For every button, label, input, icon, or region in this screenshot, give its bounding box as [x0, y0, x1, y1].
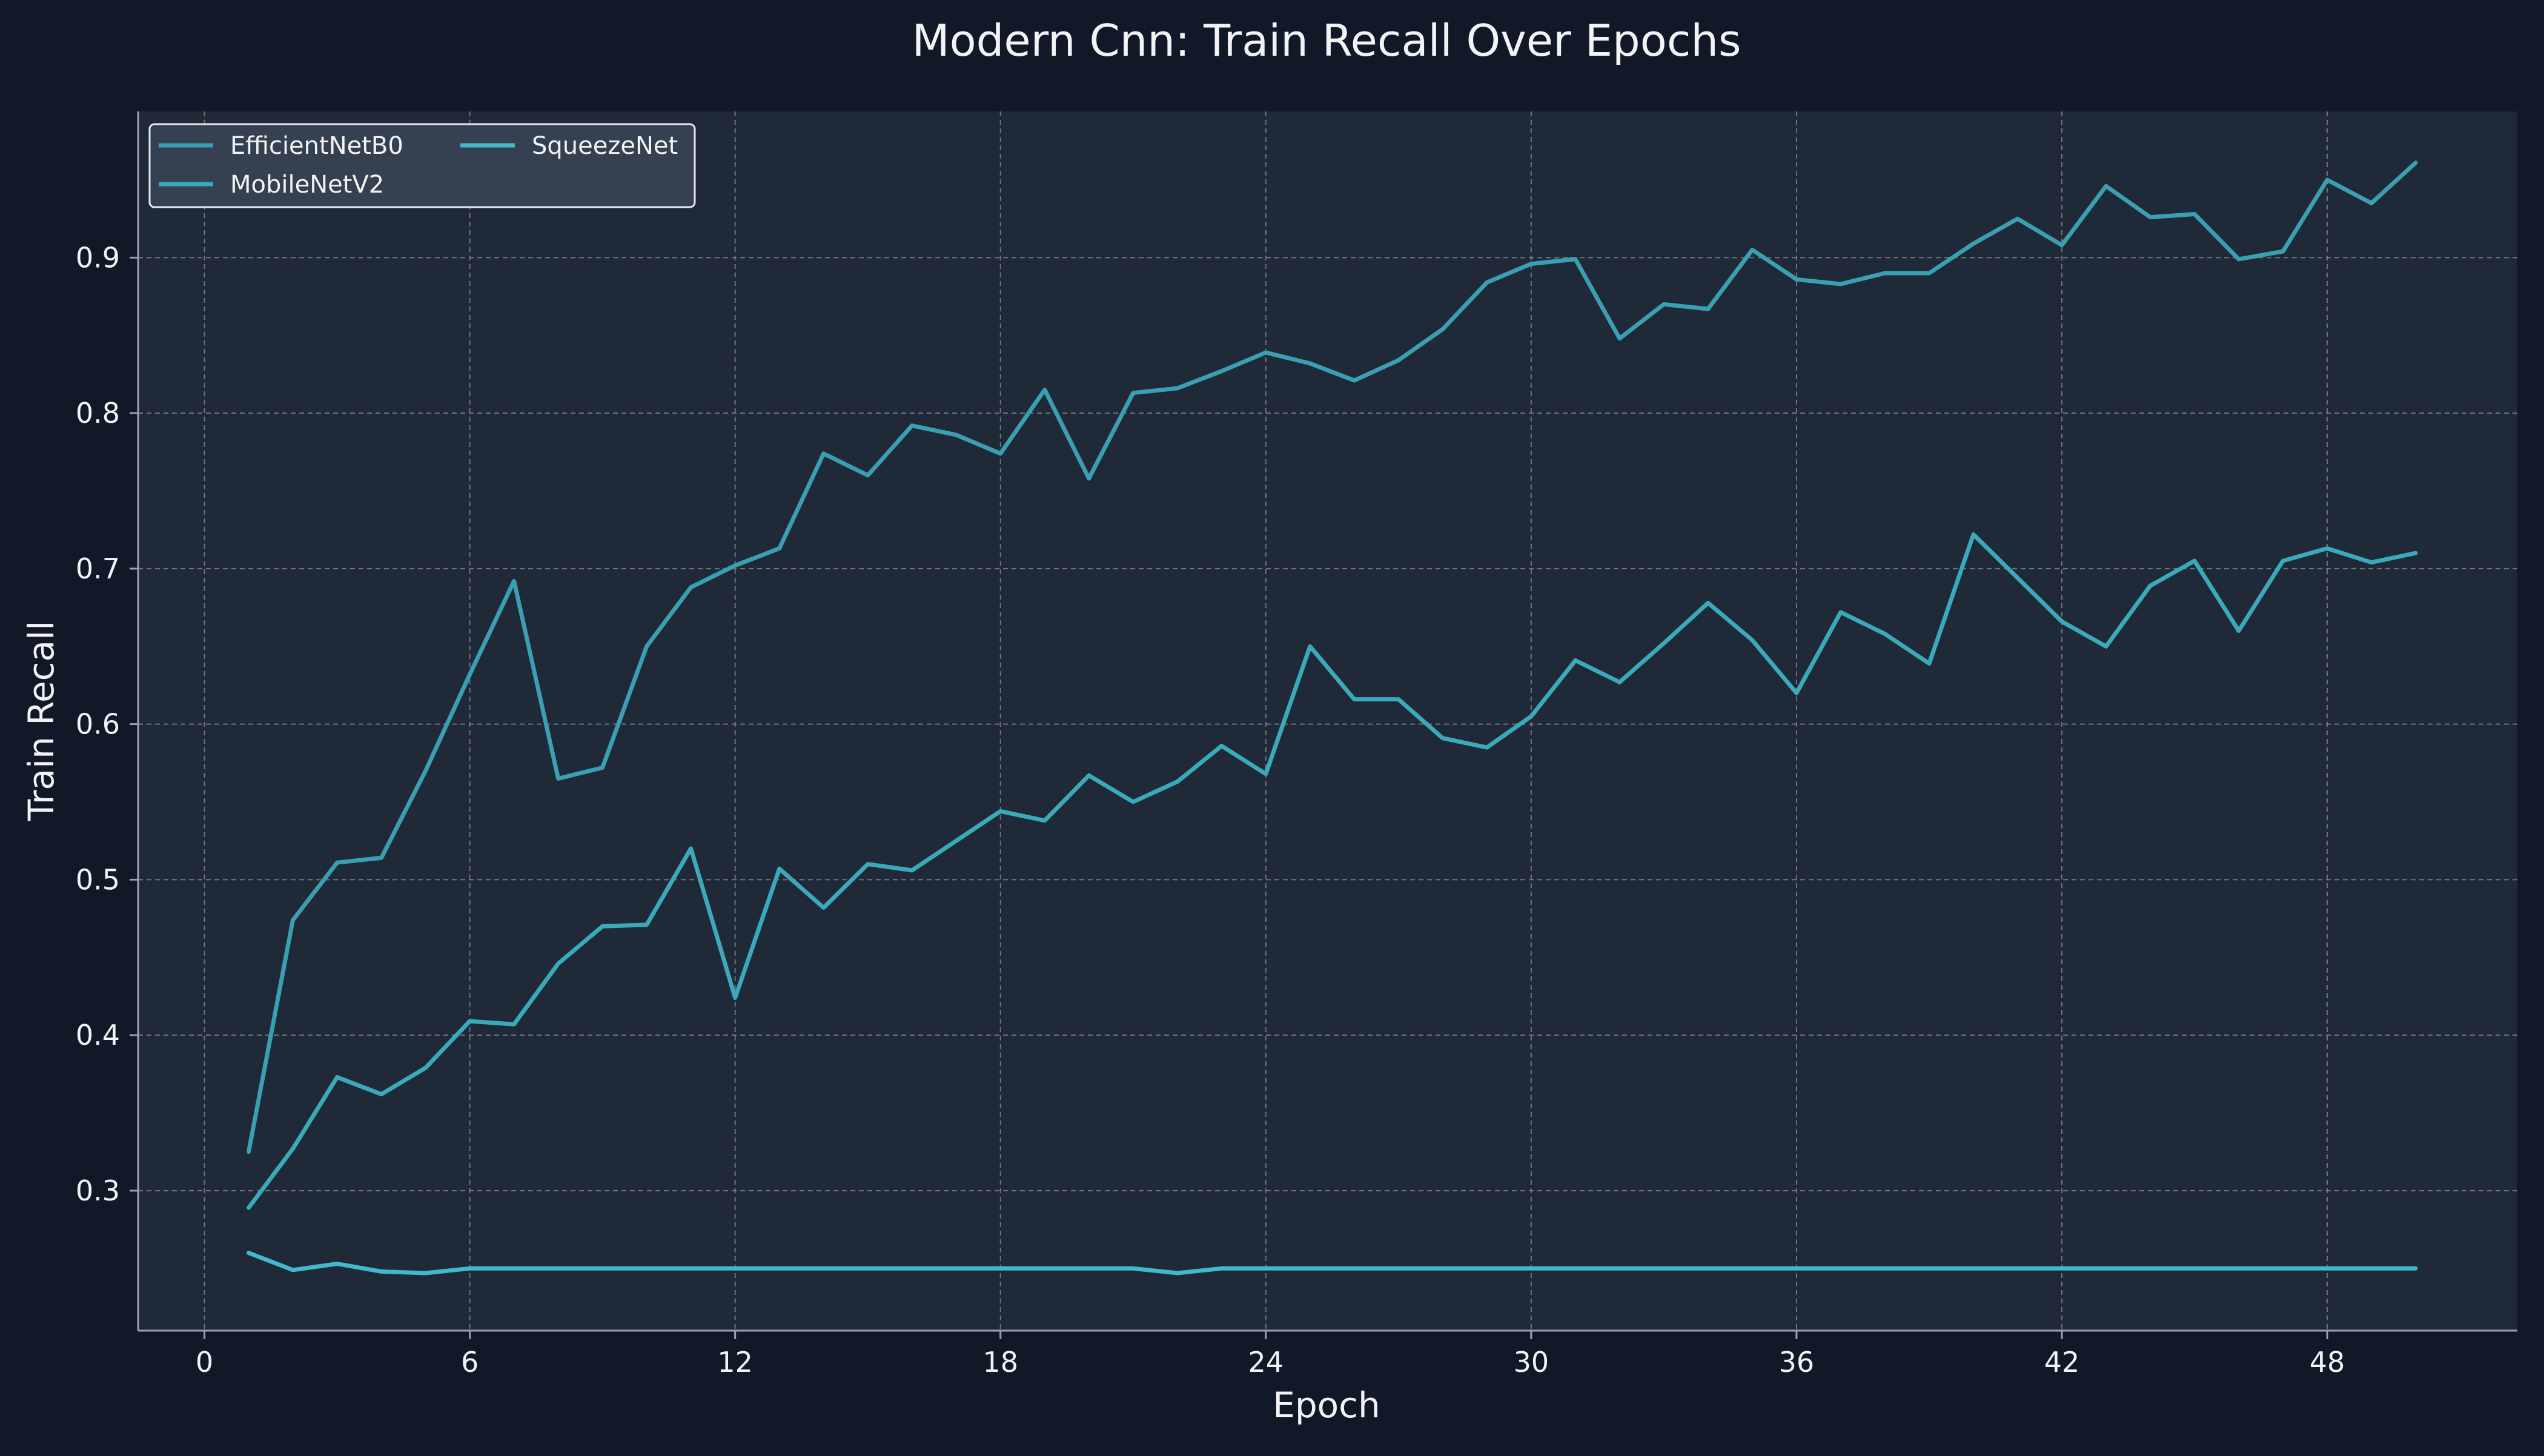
- y-axis-label: Train Recall: [21, 621, 62, 822]
- y-tick-label: 0.8: [76, 397, 120, 429]
- axes-layer: [137, 111, 2517, 1332]
- series-layer: [247, 160, 2418, 1276]
- legend-label-mobilenetv2: MobileNetV2: [230, 171, 384, 199]
- series-line-squeezenet: [247, 1251, 2418, 1276]
- y-tick-label: 0.3: [76, 1174, 120, 1207]
- x-axis-label: Epoch: [1273, 1385, 1380, 1426]
- plot-area: [138, 111, 2517, 1331]
- x-tick-label: 48: [2310, 1346, 2345, 1378]
- y-tick-label: 0.4: [76, 1019, 120, 1051]
- series-line-mobilenetv2: [247, 532, 2418, 1210]
- chart-title: Modern Cnn: Train Recall Over Epochs: [912, 15, 1741, 66]
- y-tick-label: 0.7: [76, 552, 120, 585]
- x-tick-label: 42: [2044, 1346, 2080, 1378]
- x-tick-label: 30: [1514, 1346, 1549, 1378]
- y-tick-label: 0.6: [76, 708, 120, 741]
- grid-layer: [138, 111, 2517, 1331]
- x-tick-label: 36: [1779, 1346, 1815, 1378]
- legend: EfficientNetB0 MobileNetV2 SqueezeNet: [148, 123, 696, 208]
- x-tick-label: 6: [461, 1346, 479, 1378]
- y-tick-label: 0.5: [76, 863, 120, 896]
- x-tick-label: 18: [982, 1346, 1018, 1378]
- ticks-layer: 0 6 12 18 24 30 36 42 48 0.3 0.4 0.5 0.6 0.7 0.8 0.9: [76, 241, 2345, 1378]
- x-tick-label: 12: [717, 1346, 753, 1378]
- y-tick-label: 0.9: [76, 241, 120, 274]
- x-tick-label: 0: [196, 1346, 213, 1378]
- legend-label-efficientnetb0: EfficientNetB0: [230, 132, 403, 160]
- x-tick-label: 24: [1248, 1346, 1284, 1378]
- legend-label-squeezenet: SqueezeNet: [532, 132, 678, 160]
- legend-box: [148, 123, 696, 208]
- series-line-efficientnetb0: [247, 160, 2418, 1154]
